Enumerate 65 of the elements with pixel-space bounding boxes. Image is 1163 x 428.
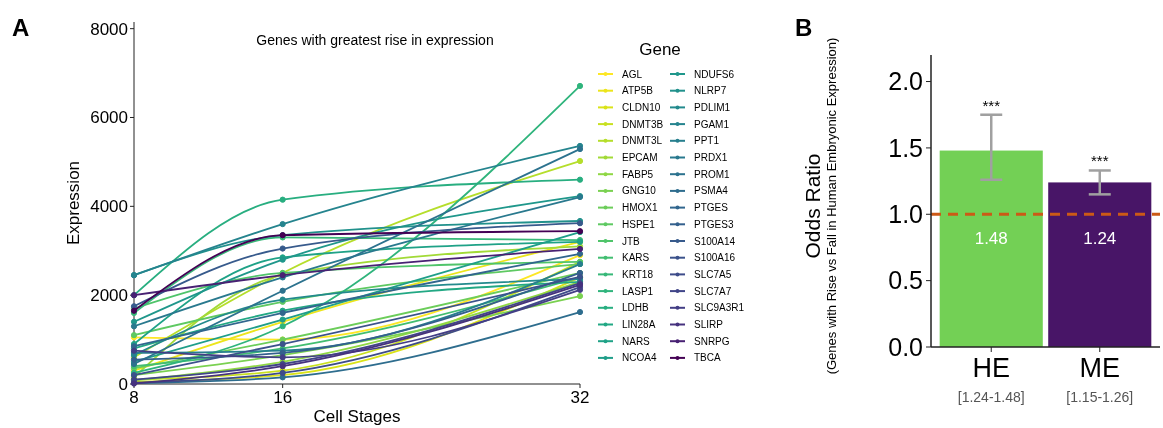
y-axis-title: Expression xyxy=(64,160,83,246)
x-tick-label: HE xyxy=(972,353,1010,383)
legend-label: SLIRP xyxy=(694,319,724,330)
legend-label: NDUFS6 xyxy=(694,68,735,80)
legend-title: Gene xyxy=(639,40,681,59)
x-axis-title: Cell Stages xyxy=(313,407,401,426)
legend-label: PDLIM1 xyxy=(694,101,731,113)
legend-label: CLDN10 xyxy=(622,101,661,113)
legend-label: PTGES3 xyxy=(694,218,734,230)
legend-label: HMOX1 xyxy=(622,202,658,214)
legend-label: PSMA4 xyxy=(694,185,729,197)
legend-label: JTB xyxy=(622,235,641,247)
legend-label: DNMT3B xyxy=(622,118,664,130)
legend-label: SLC9A3R1 xyxy=(694,302,745,314)
text: A xyxy=(12,14,30,41)
legend-label: NARS xyxy=(622,335,651,347)
legend-label: ATP5B xyxy=(622,85,654,97)
legend-label: KRT18 xyxy=(622,268,654,280)
legend-label: LASP1 xyxy=(622,285,654,297)
y-tick-label: 2.0 xyxy=(888,67,923,96)
y-tick-label: 4000 xyxy=(90,197,128,217)
legend-label: HSPE1 xyxy=(622,218,656,230)
y-tick-label: 8000 xyxy=(90,19,128,39)
legend-label: PROM1 xyxy=(694,168,730,180)
legend-label: SLC7A7 xyxy=(694,285,732,297)
text: [1.15-1.26] xyxy=(1066,389,1134,405)
legend-label: S100A16 xyxy=(694,252,736,264)
annotation: *** xyxy=(1091,152,1109,170)
annotation: *** xyxy=(982,96,1001,114)
x-tick-label: ME xyxy=(1079,353,1121,383)
text: (Genes with Rise vs Fall in Human Embryonic Expression) xyxy=(824,37,839,375)
legend-label: FABP5 xyxy=(622,168,654,180)
legend-label: NLRP7 xyxy=(694,85,727,97)
data-label: 1.48 xyxy=(974,229,1008,249)
y-tick-label: 0.0 xyxy=(888,332,923,361)
y-tick-label: 0.5 xyxy=(888,266,923,295)
legend-label: PGAM1 xyxy=(694,118,730,130)
y-tick-label: 1.5 xyxy=(888,133,923,162)
legend-label: SLC7A5 xyxy=(694,268,732,280)
legend-label: GNG10 xyxy=(622,185,657,197)
legend-label: AGL xyxy=(622,68,643,80)
y-tick-label: 6000 xyxy=(90,108,128,128)
x-tick-label: 8 xyxy=(129,388,139,407)
legend-label: PRDX1 xyxy=(694,152,728,163)
text: [1.24-1.48] xyxy=(957,389,1025,405)
legend-label: PTGES xyxy=(694,202,729,214)
legend-label: EPCAM xyxy=(622,152,658,163)
x-tick-label: 32 xyxy=(570,388,590,407)
y-tick-label: 0 xyxy=(118,374,128,394)
legend-label: NCOA4 xyxy=(622,352,657,364)
legend-label: PPT1 xyxy=(694,135,720,147)
y-tick-label: 2000 xyxy=(90,286,128,306)
legend-label: LDHB xyxy=(622,302,649,314)
y-tick-label: 1.0 xyxy=(888,200,923,229)
text: Genes with greatest rise in expression xyxy=(256,32,494,48)
legend-label: S100A14 xyxy=(694,235,736,247)
y-axis-title: Odds Ratio xyxy=(801,153,824,259)
text: B xyxy=(795,14,813,41)
legend-label: KARS xyxy=(622,252,650,264)
x-tick-label: 16 xyxy=(273,388,293,407)
legend-label: LIN28A xyxy=(622,319,656,330)
data-label: 1.24 xyxy=(1083,229,1117,249)
legend-label: SNRPG xyxy=(694,335,730,347)
legend-label: DNMT3L xyxy=(622,135,663,147)
legend-label: TBCA xyxy=(694,352,721,364)
